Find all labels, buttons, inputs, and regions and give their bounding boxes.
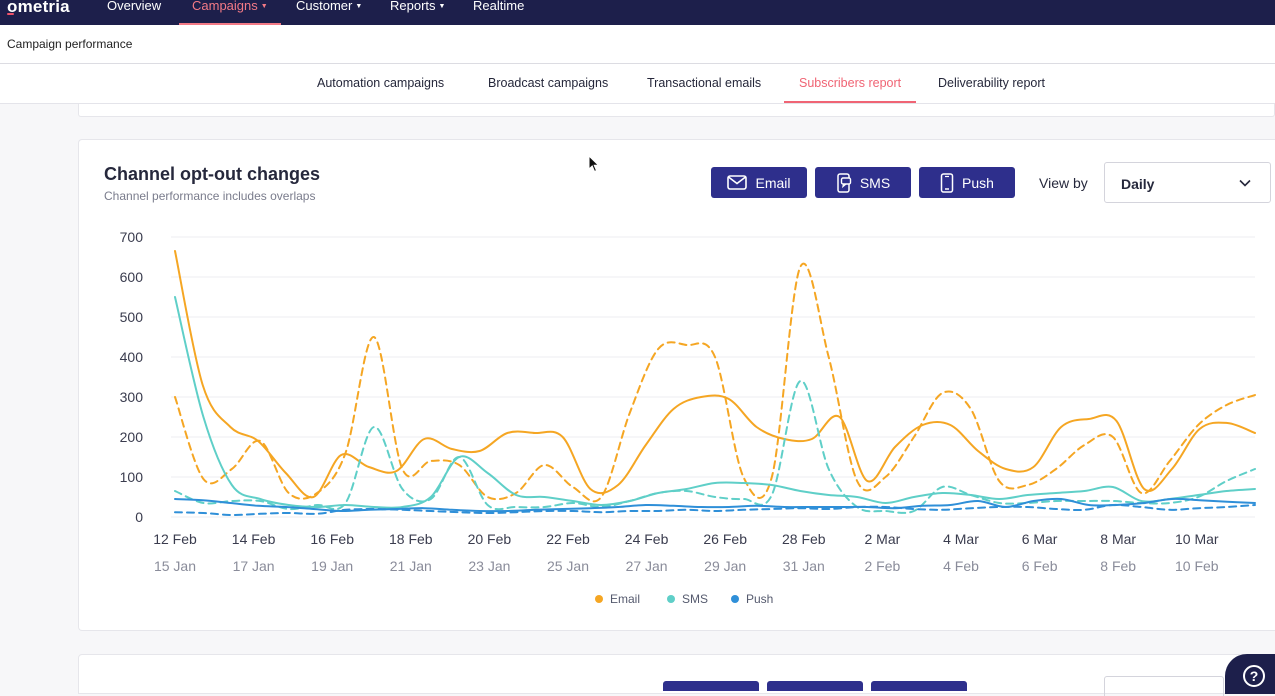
nav-customer[interactable]: Customer ▼: [296, 0, 362, 25]
email-button-label: Email: [755, 174, 791, 191]
page-title: Campaign performance: [7, 37, 133, 51]
channel-opt-out-card: Channel opt-out changes Channel performa…: [78, 139, 1275, 631]
y-tick-label: 0: [135, 509, 143, 525]
tab-subscribers-report[interactable]: Subscribers report: [783, 76, 917, 104]
sms-previous-period-line: [174, 379, 1256, 514]
x-tick-label-current: 4 Mar: [943, 531, 979, 547]
tab-automation-campaigns[interactable]: Automation campaigns: [317, 76, 445, 90]
x-tick-label-previous: 21 Jan: [390, 558, 432, 574]
x-tick-label-current: 28 Feb: [782, 531, 826, 547]
next-card-top: [78, 654, 1275, 696]
view-by-value: Daily: [1121, 176, 1155, 192]
x-tick-label-current: 10 Mar: [1175, 531, 1219, 547]
nav-realtime[interactable]: Realtime: [473, 0, 524, 25]
nav-realtime-label: Realtime: [473, 0, 525, 13]
x-tick-label-previous: 25 Jan: [547, 558, 589, 574]
x-tick-label-current: 8 Mar: [1100, 531, 1136, 547]
mouse-pointer-icon: [588, 154, 600, 178]
x-tick-label-current: 26 Feb: [703, 531, 747, 547]
view-by-select[interactable]: [1104, 676, 1224, 696]
tab-transactional-emails[interactable]: Transactional emails: [647, 76, 762, 90]
email-current-period-line: [174, 250, 1256, 499]
email-previous-period-line: [174, 262, 1256, 503]
ometria-logo[interactable]: ometria: [7, 0, 70, 17]
nav-campaigns-label: Campaigns: [192, 0, 258, 13]
report-tabs: Automation campaigns Broadcast campaigns…: [0, 64, 1275, 104]
x-tick-label-previous: 6 Feb: [1022, 558, 1058, 574]
tab-broadcast-campaigns[interactable]: Broadcast campaigns: [488, 76, 609, 90]
push-legend-label[interactable]: Push: [746, 592, 773, 606]
card-title: Channel opt-out changes: [104, 164, 320, 184]
top-nav-bar: ometria Overview Campaigns ▼ Customer ▼ Re…: [0, 0, 1275, 25]
chevron-down-icon: ▼: [438, 3, 446, 10]
sms-legend-label[interactable]: SMS: [682, 592, 708, 606]
x-tick-label-previous: 2 Feb: [864, 558, 900, 574]
x-tick-label-previous: 8 Feb: [1100, 558, 1136, 574]
chevron-down-icon: ▼: [260, 3, 268, 10]
previous-card-bottom: [78, 104, 1275, 117]
x-tick-label-current: 16 Feb: [310, 531, 354, 547]
nav-campaigns[interactable]: Campaigns ▼: [179, 0, 281, 25]
mobile-icon: [940, 172, 954, 193]
email-legend-dot: [595, 595, 603, 603]
y-tick-label: 700: [120, 229, 144, 245]
x-tick-label-current: 22 Feb: [546, 531, 590, 547]
nav-overview[interactable]: Overview: [107, 0, 161, 25]
email-legend-label[interactable]: Email: [610, 592, 640, 606]
x-tick-label-previous: 15 Jan: [154, 558, 196, 574]
chevron-down-icon: [1238, 176, 1252, 195]
view-by-label: View by: [1039, 175, 1088, 191]
x-tick-label-previous: 23 Jan: [468, 558, 510, 574]
x-tick-label-previous: 4 Feb: [943, 558, 979, 574]
y-tick-label: 500: [120, 309, 144, 325]
push-previous-period-line: [174, 503, 1256, 517]
x-tick-label-current: 24 Feb: [625, 531, 669, 547]
sms-current-period-line: [174, 296, 1256, 509]
y-tick-label: 200: [120, 429, 144, 445]
nav-customer-label: Customer: [296, 0, 353, 13]
x-tick-label-previous: 17 Jan: [233, 558, 275, 574]
x-tick-label-current: 20 Feb: [468, 531, 512, 547]
x-tick-label-current: 18 Feb: [389, 531, 433, 547]
push-legend-dot: [731, 595, 739, 603]
sms-channel-button[interactable]: SMS: [815, 167, 911, 198]
mail-icon: [727, 175, 748, 190]
sms-channel-button[interactable]: [767, 681, 863, 691]
chevron-down-icon: ▼: [355, 3, 363, 10]
tab-deliverability-report[interactable]: Deliverability report: [938, 76, 1045, 90]
card-subtitle: Channel performance includes overlaps: [104, 189, 316, 203]
sms-legend-dot: [667, 595, 675, 603]
push-button-label: Push: [962, 174, 994, 191]
push-channel-button[interactable]: Push: [919, 167, 1015, 198]
nav-overview-label: Overview: [107, 0, 162, 13]
help-button[interactable]: ?: [1225, 654, 1275, 694]
email-channel-button[interactable]: [663, 681, 759, 691]
sms-icon: [836, 172, 852, 193]
x-tick-label-previous: 27 Jan: [626, 558, 668, 574]
opt-out-line-chart: 0 100 200 300 400 500 600 700 12 Feb 15 Jan 14 Feb…: [120, 229, 1256, 606]
x-tick-label-current: 14 Feb: [232, 531, 276, 547]
nav-reports[interactable]: Reports ▼: [390, 0, 445, 25]
y-tick-label: 100: [120, 469, 144, 485]
y-tick-label: 300: [120, 389, 144, 405]
page-header: Campaign performance: [0, 25, 1275, 64]
logo-text: metria: [17, 0, 70, 16]
view-by-select[interactable]: Daily: [1104, 162, 1271, 203]
x-tick-label-previous: 19 Jan: [311, 558, 353, 574]
x-tick-label-current: 6 Mar: [1022, 531, 1058, 547]
y-tick-label: 600: [120, 269, 144, 285]
push-channel-button[interactable]: [871, 681, 967, 691]
x-tick-label-current: 2 Mar: [865, 531, 901, 547]
sms-button-label: SMS: [859, 174, 891, 191]
nav-reports-label: Reports: [390, 0, 436, 13]
push-current-period-line: [174, 497, 1256, 513]
x-tick-label-current: 12 Feb: [153, 531, 197, 547]
x-tick-label-previous: 31 Jan: [783, 558, 825, 574]
email-channel-button[interactable]: Email: [711, 167, 807, 198]
y-tick-label: 400: [120, 349, 144, 365]
x-tick-label-previous: 29 Jan: [704, 558, 746, 574]
x-tick-label-previous: 10 Feb: [1175, 558, 1219, 574]
